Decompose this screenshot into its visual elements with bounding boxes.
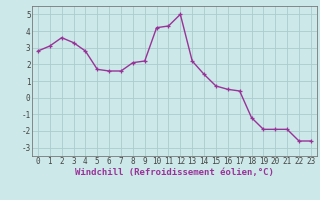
- X-axis label: Windchill (Refroidissement éolien,°C): Windchill (Refroidissement éolien,°C): [75, 168, 274, 177]
